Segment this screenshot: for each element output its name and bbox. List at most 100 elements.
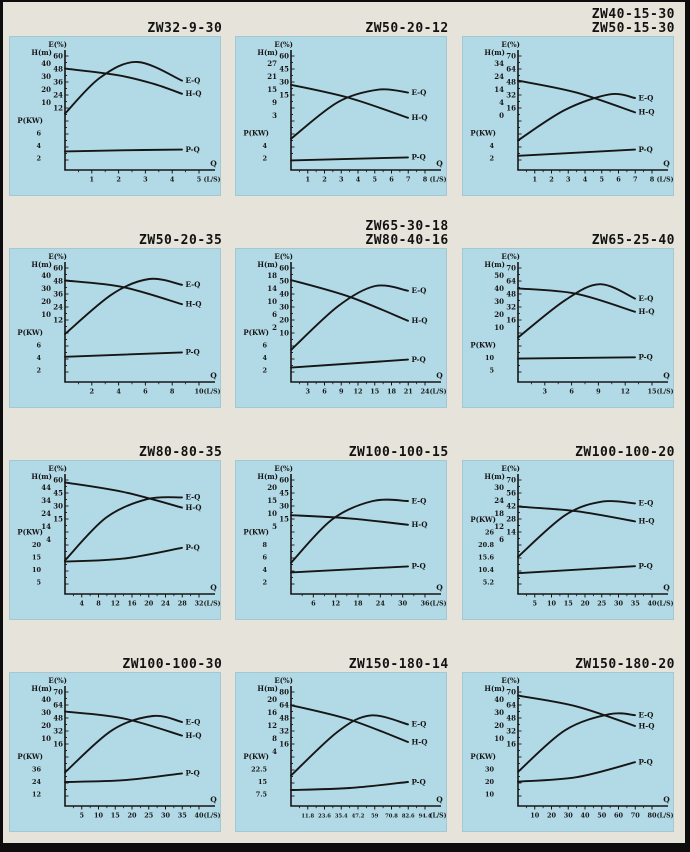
x-tick-label: 20 bbox=[580, 600, 590, 608]
x-tick-label: 6 bbox=[616, 176, 621, 184]
curve-pq bbox=[516, 761, 636, 783]
h-tick-label: 20 bbox=[41, 297, 51, 306]
e-tick-label: 64 bbox=[280, 701, 290, 710]
pump-curve-chart: ZW65-25-40 E(%) 70 64 48 32 16 H(m) 50 40 30 20 10 P… bbox=[461, 218, 677, 408]
x-tick-label: 30 bbox=[398, 600, 408, 608]
chart-title-line: ZW32-9-30 bbox=[147, 21, 223, 36]
p-tick-label: 4 bbox=[263, 354, 268, 362]
curve-hq bbox=[516, 694, 636, 727]
charts-grid: ZW32-9-30 E(%) 60 48 36 24 12 H(m) 40 30 20 10 P(KW… bbox=[9, 6, 677, 832]
chart-title-line: ZW80-80-35 bbox=[139, 445, 223, 460]
h-tick-label: 34 bbox=[41, 496, 51, 505]
chart-title-line: ZW65-25-40 bbox=[591, 233, 675, 248]
e-tick-label: 12 bbox=[53, 316, 63, 325]
p-tick-label: 4 bbox=[36, 354, 41, 362]
e-axis-label: E(%) bbox=[275, 676, 294, 685]
q-axis-label: Q bbox=[437, 583, 444, 592]
chart-title: ZW50-20-12 bbox=[235, 6, 450, 36]
chart-title-line: ZW50-20-35 bbox=[139, 233, 223, 248]
axes bbox=[64, 50, 215, 171]
e-axis-label: E(%) bbox=[501, 252, 520, 261]
e-tick-label: 48 bbox=[506, 78, 516, 87]
chart-title: ZW65-25-40 bbox=[462, 218, 677, 248]
curve-label-eq: E-Q bbox=[186, 280, 201, 289]
x-tick-label: 6 bbox=[323, 388, 328, 396]
curve-hq bbox=[64, 710, 183, 737]
curve-eq bbox=[516, 500, 636, 558]
x-unit-label: (L/S) bbox=[204, 177, 221, 184]
q-axis-label: Q bbox=[663, 371, 670, 380]
e-tick-label: 60 bbox=[53, 264, 63, 273]
chart-panel: E(%) 60 45 30 15 H(m) 44 34 24 14 4 P(KW) 20 15 10 5 4 8 1… bbox=[9, 460, 221, 620]
axes bbox=[64, 686, 215, 807]
h-tick-label: 10 bbox=[268, 509, 278, 518]
p-tick-label: 2 bbox=[36, 155, 41, 163]
h-tick-label: 40 bbox=[494, 695, 504, 704]
chart-title-line: ZW50-15-30 bbox=[591, 21, 675, 36]
x-tick-label: 10 bbox=[194, 388, 204, 396]
x-tick-label: 15 bbox=[563, 600, 573, 608]
pump-curve-chart: ZW80-80-35 E(%) 60 45 30 15 H(m) 44 34 24 14 4 P(KW… bbox=[9, 430, 224, 620]
h-tick-label: 20 bbox=[41, 721, 51, 730]
e-tick-label: 56 bbox=[506, 489, 516, 498]
chart-canvas: E(%) 70 56 42 28 14 H(m) 30 24 18 12 6 P(KW) 26 20.8 15… bbox=[470, 464, 673, 608]
h-tick-label: 30 bbox=[494, 297, 504, 306]
chart-title: ZW150-180-20 bbox=[462, 642, 677, 672]
h-tick-label: 8 bbox=[272, 734, 277, 743]
p-tick-label: 22.5 bbox=[251, 766, 267, 774]
y-axis-ticks bbox=[517, 55, 522, 161]
h-tick-label: 15 bbox=[268, 496, 278, 505]
curve-label-eq: E-Q bbox=[412, 496, 427, 505]
h-axis-label: H(m) bbox=[258, 684, 279, 693]
x-tick-label: 12 bbox=[331, 600, 340, 608]
curve-label-pq: P-Q bbox=[638, 758, 652, 767]
curve-label-hq: H-Q bbox=[412, 520, 428, 529]
h-tick-label: 18 bbox=[268, 271, 278, 280]
x-tick-label: 30 bbox=[161, 812, 171, 820]
curve-pq bbox=[290, 156, 410, 162]
h-tick-label: 5 bbox=[272, 522, 277, 531]
curve-label-eq: E-Q bbox=[186, 76, 201, 85]
curve-eq bbox=[516, 283, 636, 339]
e-tick-label: 36 bbox=[53, 290, 63, 299]
x-tick-label: 12 bbox=[111, 600, 120, 608]
p-axis-label: P(KW) bbox=[470, 341, 496, 350]
x-unit-label: (L/S) bbox=[430, 177, 447, 184]
x-tick-label: 23.6 bbox=[319, 814, 332, 820]
x-tick-label: 5 bbox=[373, 176, 378, 184]
e-axis-label: E(%) bbox=[501, 464, 520, 473]
e-tick-label: 12 bbox=[53, 104, 63, 113]
chart-title: ZW80-80-35 bbox=[9, 430, 224, 460]
chart-title-line: ZW50-20-12 bbox=[365, 21, 449, 36]
chart-title: ZW100-100-15 bbox=[235, 430, 450, 460]
chart-panel: E(%) 70 64 48 32 16 H(m) 40 30 20 10 P(KW) 30 20 10 10 2… bbox=[461, 672, 674, 832]
e-tick-label: 15 bbox=[280, 515, 290, 524]
x-tick-label: 24 bbox=[421, 388, 431, 396]
curve-label-eq: E-Q bbox=[412, 720, 427, 729]
e-tick-label: 64 bbox=[506, 277, 516, 286]
axes bbox=[290, 474, 442, 595]
x-tick-label: 5 bbox=[599, 176, 604, 184]
chart-title: ZW100-100-30 bbox=[9, 642, 224, 672]
x-axis: 2 4 6 8 10 Q (L/S) bbox=[78, 371, 221, 396]
chart-panel: E(%) 60 48 36 24 12 H(m) 40 30 20 10 P(KW) 6 4 2 1 2 3 4 5 Q… bbox=[9, 36, 221, 196]
x-tick-label: 20 bbox=[144, 600, 154, 608]
x-tick-label: 1 bbox=[532, 176, 537, 184]
x-tick-label: 9 bbox=[596, 388, 601, 396]
curve-hq bbox=[516, 505, 636, 523]
h-axis-label: H(m) bbox=[31, 684, 52, 693]
h-axis-label: H(m) bbox=[484, 472, 505, 481]
h-tick-label: 20 bbox=[494, 721, 504, 730]
curve-hq bbox=[290, 83, 410, 119]
h-axis-label: H(m) bbox=[31, 260, 52, 269]
chart-title-line: ZW100-100-20 bbox=[575, 445, 675, 460]
e-tick-label: 14 bbox=[506, 528, 516, 537]
x-axis: 1 2 3 4 5 6 7 8 Q (L/S) bbox=[299, 159, 447, 184]
x-tick-label: 2 bbox=[549, 176, 554, 184]
e-tick-label: 24 bbox=[53, 303, 63, 312]
e-tick-label: 28 bbox=[506, 515, 516, 524]
e-tick-label: 15 bbox=[53, 515, 63, 524]
x-tick-label: 8 bbox=[649, 176, 654, 184]
e-tick-label: 32 bbox=[506, 303, 516, 312]
